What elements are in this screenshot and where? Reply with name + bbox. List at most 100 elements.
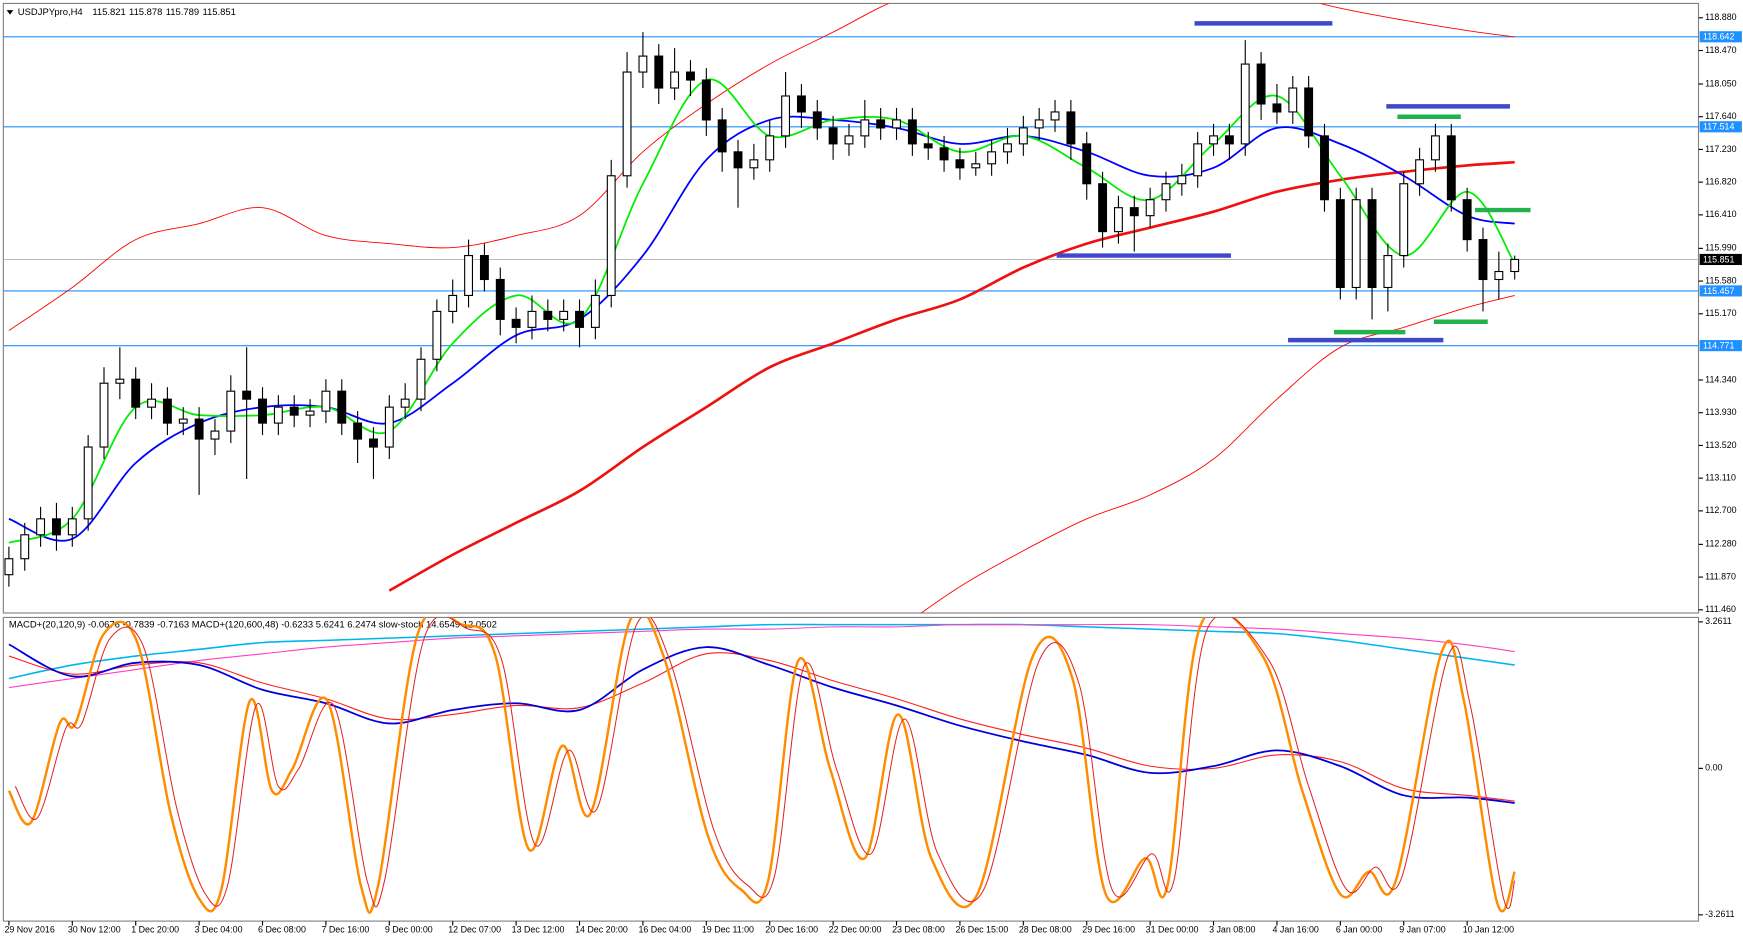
candle-body [99,382,109,448]
candle-body [860,119,870,137]
candle-body [495,278,505,320]
candle-body [1494,270,1504,281]
candle-body [353,422,363,440]
candle-body [194,418,204,440]
candle-body [1018,127,1028,145]
candle-body [1288,87,1298,113]
x-tick-label: 29 Nov 2016 [4,924,54,934]
candle-body [36,518,46,536]
chart-title: USDJPYpro,H4 [18,7,83,18]
candle-body [765,135,775,161]
y-tick-label: 113.520 [1705,440,1736,450]
candle-body [527,310,537,328]
y-tick-label: 118.880 [1705,12,1736,22]
indicator-line [388,160,1515,592]
y-tick-label: 111.460 [1705,604,1736,614]
candle-body [1446,135,1456,201]
candle-body [1462,199,1472,241]
candle-body [987,151,997,165]
candle-body [1177,175,1187,185]
candle-body [1161,183,1171,201]
candle-body [1415,159,1425,185]
last-price-label: 115.851 [1703,254,1734,264]
y-tick-label: 115.990 [1705,243,1736,253]
y-tick-label: 112.700 [1705,505,1736,515]
candle-body [654,55,664,89]
candle-body [670,71,680,89]
candle-body [1209,135,1218,145]
candle-body [1383,255,1393,289]
indicator-plot [7,617,1516,914]
candle-body [892,119,901,129]
candle-body [1113,207,1123,233]
candle-body [543,310,553,320]
candle-body [511,318,521,328]
level-label-box [1699,285,1742,297]
candle-body [1367,199,1377,289]
candle-body [273,406,283,424]
candle-body [907,119,917,145]
x-tick-label: 12 Dec 07:00 [448,924,501,934]
candle-body [1478,239,1488,281]
level-label: 115.457 [1703,286,1734,296]
x-tick-label: 9 Jan 07:00 [1399,924,1445,934]
candle-body [479,255,489,281]
candle-body [955,159,965,169]
candle-body [369,438,378,448]
candle-body [575,310,584,328]
x-tick-label: 14 Dec 20:00 [575,924,628,934]
x-tick-label: 9 Dec 00:00 [385,924,433,934]
y-tick-label: 117.230 [1705,144,1736,154]
main-pane [2,2,1700,614]
candle-body [400,398,410,408]
candle-body [1510,258,1520,273]
header-value: 115.789 [166,7,199,18]
candle-body [162,398,172,424]
y-tick-label: 3.2611 [1705,616,1732,626]
candle-body [52,518,61,536]
candle-body [622,71,632,177]
y-tick-label: 117.640 [1705,111,1736,121]
candle-body [1240,63,1250,145]
y-tick-label: 118.050 [1705,78,1736,88]
x-tick-label: 3 Dec 04:00 [195,924,243,934]
x-tick-label: 10 Jan 12:00 [1463,924,1514,934]
candle-body [242,390,252,400]
candle-body [701,79,711,121]
header-value: 115.851 [202,7,235,18]
candle-body [812,111,822,129]
y-tick-label: 114.340 [1705,374,1736,384]
indicator-line [8,623,1515,680]
candle-body [1066,111,1076,145]
candle-body [1034,119,1044,129]
candle-body [590,294,600,328]
candle-body [448,294,458,312]
candle-body [432,310,442,360]
indicator-title: MACD+(20,120,9) -0.0676 -0.7839 -0.7163 … [9,620,497,631]
candle-body [4,558,14,576]
candle-body [781,95,791,137]
x-tick-label: 13 Dec 12:00 [512,924,565,934]
indicator-line [8,623,1515,689]
candle-body [796,95,806,113]
x-tick-label: 23 Dec 08:00 [892,924,945,934]
candle-body [1256,63,1266,105]
candle-body [733,151,743,169]
candle-body [828,127,838,145]
candle-body [67,518,77,536]
candle-body [305,410,315,416]
x-tick-label: 31 Dec 00:00 [1146,924,1199,934]
y-tick-label: 115.580 [1705,275,1736,285]
x-tick-label: 4 Jan 16:00 [1272,924,1318,934]
y-tick-label: 113.110 [1705,472,1736,482]
y-tick-label: -3.2611 [1705,909,1735,919]
candle-body [749,159,759,169]
candle-body [971,163,981,169]
y-tick-label: 116.410 [1705,209,1736,219]
candle-body [321,390,331,412]
x-tick-label: 6 Dec 08:00 [258,924,306,934]
candle-body [1145,199,1155,217]
main-plot [3,3,1699,613]
